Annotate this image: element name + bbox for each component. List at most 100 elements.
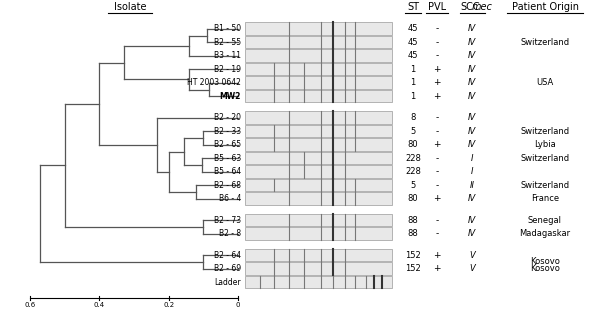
Bar bbox=[245, 62, 392, 75]
Text: +: + bbox=[433, 92, 441, 101]
Text: IV: IV bbox=[468, 113, 476, 122]
Text: 152: 152 bbox=[405, 251, 421, 260]
Text: B5 - 64: B5 - 64 bbox=[214, 167, 241, 176]
Text: -: - bbox=[436, 216, 439, 225]
Bar bbox=[245, 90, 392, 102]
Text: +: + bbox=[433, 194, 441, 203]
Bar bbox=[245, 192, 392, 204]
Text: B2 - 73: B2 - 73 bbox=[214, 216, 241, 225]
Bar bbox=[245, 111, 392, 124]
Text: 0.4: 0.4 bbox=[94, 302, 105, 308]
Text: -: - bbox=[436, 24, 439, 33]
Bar bbox=[245, 249, 392, 261]
Bar bbox=[245, 165, 392, 177]
Text: ST: ST bbox=[407, 2, 419, 12]
Text: 80: 80 bbox=[407, 140, 418, 149]
Text: 5: 5 bbox=[410, 127, 416, 136]
Bar bbox=[245, 178, 392, 191]
Text: Switzerland: Switzerland bbox=[520, 154, 569, 163]
Text: 228: 228 bbox=[405, 167, 421, 176]
Bar bbox=[245, 262, 392, 274]
Text: Switzerland: Switzerland bbox=[520, 127, 569, 136]
Text: IV: IV bbox=[468, 127, 476, 136]
Text: V: V bbox=[469, 264, 475, 273]
Text: B2 - 64: B2 - 64 bbox=[214, 251, 241, 260]
Text: B3 - 11: B3 - 11 bbox=[214, 51, 241, 60]
Text: Kosovo: Kosovo bbox=[530, 264, 560, 273]
Text: 0.6: 0.6 bbox=[25, 302, 35, 308]
Text: +: + bbox=[433, 264, 441, 273]
Text: V: V bbox=[469, 251, 475, 260]
Text: II: II bbox=[470, 181, 475, 190]
Text: -: - bbox=[436, 51, 439, 60]
Text: -: - bbox=[436, 154, 439, 163]
Text: 1: 1 bbox=[410, 65, 416, 74]
Text: IV: IV bbox=[468, 216, 476, 225]
Bar bbox=[245, 49, 392, 62]
Text: Madagaskar: Madagaskar bbox=[520, 229, 571, 238]
Text: IV: IV bbox=[468, 78, 476, 87]
Text: IV: IV bbox=[468, 38, 476, 47]
Text: B2 - 8: B2 - 8 bbox=[219, 229, 241, 238]
Text: IV: IV bbox=[468, 140, 476, 149]
Text: 5: 5 bbox=[410, 181, 416, 190]
Bar bbox=[245, 22, 392, 34]
Text: Patient Origin: Patient Origin bbox=[511, 2, 578, 12]
Text: HT 2003 0642: HT 2003 0642 bbox=[187, 78, 241, 87]
Text: 88: 88 bbox=[407, 216, 418, 225]
Text: Switzerland: Switzerland bbox=[520, 38, 569, 47]
Text: B2 - 68: B2 - 68 bbox=[214, 181, 241, 190]
Bar bbox=[245, 276, 392, 288]
Text: 8: 8 bbox=[410, 113, 416, 122]
Text: I: I bbox=[471, 154, 473, 163]
Bar bbox=[245, 213, 392, 226]
Text: 45: 45 bbox=[408, 51, 418, 60]
Text: Ladder: Ladder bbox=[214, 278, 241, 287]
Text: -: - bbox=[436, 113, 439, 122]
Text: Isolate: Isolate bbox=[114, 2, 146, 12]
Bar bbox=[245, 35, 392, 48]
Text: MW2: MW2 bbox=[220, 92, 241, 101]
Text: IV: IV bbox=[468, 51, 476, 60]
Text: -: - bbox=[436, 229, 439, 238]
Text: IV: IV bbox=[468, 92, 476, 101]
Text: Kosovo: Kosovo bbox=[530, 258, 560, 267]
Text: I: I bbox=[471, 167, 473, 176]
Bar bbox=[245, 76, 392, 89]
Text: France: France bbox=[531, 194, 559, 203]
Text: -: - bbox=[436, 181, 439, 190]
Text: IV: IV bbox=[468, 194, 476, 203]
Text: 45: 45 bbox=[408, 38, 418, 47]
Text: SCC: SCC bbox=[460, 2, 479, 12]
Text: B2 - 33: B2 - 33 bbox=[214, 127, 241, 136]
Text: +: + bbox=[433, 65, 441, 74]
Text: 0: 0 bbox=[236, 302, 240, 308]
Text: 80: 80 bbox=[407, 194, 418, 203]
Text: Senegal: Senegal bbox=[528, 216, 562, 225]
Bar bbox=[245, 138, 392, 150]
Text: USA: USA bbox=[536, 78, 554, 87]
Text: 228: 228 bbox=[405, 154, 421, 163]
Text: IV: IV bbox=[468, 65, 476, 74]
Text: -: - bbox=[436, 167, 439, 176]
Text: 0.2: 0.2 bbox=[163, 302, 174, 308]
Text: 152: 152 bbox=[405, 264, 421, 273]
Text: Switzerland: Switzerland bbox=[520, 181, 569, 190]
Text: B2 - 65: B2 - 65 bbox=[214, 140, 241, 149]
Text: B2 - 69: B2 - 69 bbox=[214, 264, 241, 273]
Text: -: - bbox=[436, 38, 439, 47]
Text: +: + bbox=[433, 140, 441, 149]
Text: B2 - 19: B2 - 19 bbox=[214, 65, 241, 74]
Text: IV: IV bbox=[468, 229, 476, 238]
Text: B1 - 50: B1 - 50 bbox=[214, 24, 241, 33]
Text: B2 - 20: B2 - 20 bbox=[214, 113, 241, 122]
Text: B6 - 4: B6 - 4 bbox=[218, 194, 241, 203]
Bar bbox=[245, 125, 392, 137]
Text: 1: 1 bbox=[410, 78, 416, 87]
Bar bbox=[245, 151, 392, 164]
Text: B2 - 55: B2 - 55 bbox=[214, 38, 241, 47]
Text: mec: mec bbox=[472, 2, 493, 12]
Bar bbox=[245, 227, 392, 240]
Text: -: - bbox=[436, 127, 439, 136]
Text: B5 - 63: B5 - 63 bbox=[214, 154, 241, 163]
